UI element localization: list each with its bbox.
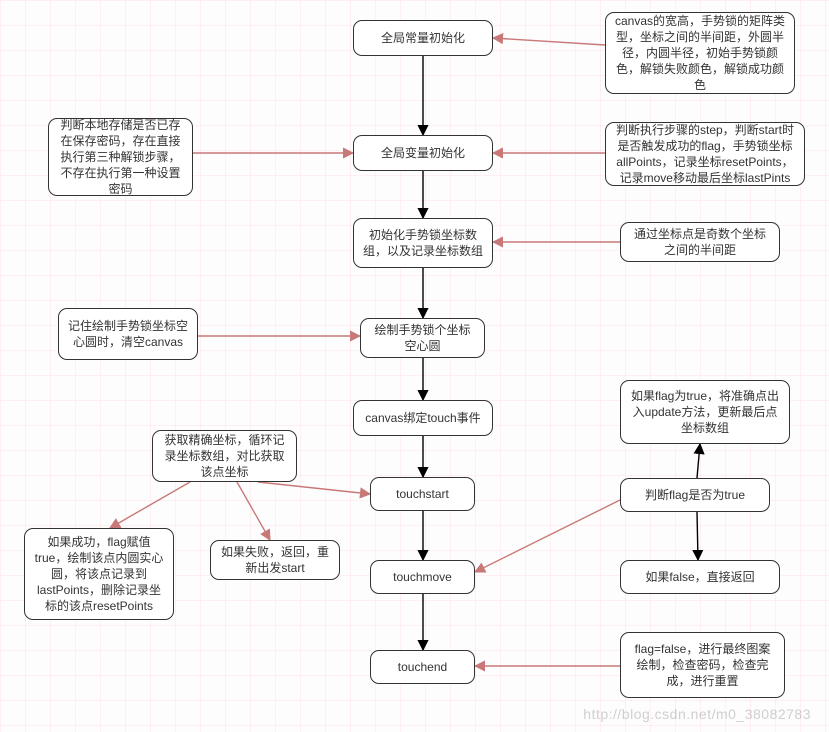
flow-node-n8: touchend (370, 650, 475, 684)
flow-node-n2l: 判断本地存储是否已存在保存密码，存在直接执行第三种解锁步骤，不存在执行第一种设置… (48, 118, 193, 196)
flow-node-n8r: flag=false，进行最终图案绘制，检查密码，检查完成，进行重置 (620, 632, 785, 698)
flow-node-n7l2: 如果失败，返回，重新出发start (210, 540, 340, 580)
flow-node-n3: 初始化手势锁坐标数组，以及记录坐标数组 (353, 218, 493, 268)
flow-node-n2r: 判断执行步骤的step，判断start时是否触发成功的flag，手势锁坐标all… (605, 122, 805, 186)
flow-node-n5r: 如果flag为true，将准确点出入update方法，更新最后点坐标数组 (620, 380, 790, 444)
flow-node-n4: 绘制手势锁个坐标空心圆 (360, 318, 485, 358)
flow-node-n6: touchstart (370, 477, 475, 511)
flow-node-n5: canvas绑定touch事件 (353, 400, 493, 436)
flow-node-n2: 全局变量初始化 (353, 135, 493, 171)
flow-node-n3r: 通过坐标点是奇数个坐标之间的半间距 (620, 222, 780, 262)
watermark: http://blog.csdn.net/m0_38082783 (583, 706, 811, 722)
flow-node-n7l1: 如果成功，flag赋值true，绘制该点内圆实心圆，将该点记录到lastPoin… (24, 528, 174, 620)
flow-node-n6r: 判断flag是否为true (620, 478, 770, 512)
flow-node-n1a: canvas的宽高，手势锁的矩阵类型，坐标之间的半间距，外圆半径，内圆半径，初始… (605, 12, 795, 94)
background-grid (0, 0, 829, 732)
flow-node-n1: 全局常量初始化 (353, 20, 493, 56)
flow-node-n7r: 如果false，直接返回 (620, 560, 780, 594)
flow-node-n4l: 记住绘制手势锁坐标空心圆时，清空canvas (58, 308, 198, 360)
flow-node-n6l: 获取精确坐标，循环记录坐标数组，对比获取该点坐标 (152, 430, 297, 482)
flow-node-n7: touchmove (370, 560, 475, 594)
